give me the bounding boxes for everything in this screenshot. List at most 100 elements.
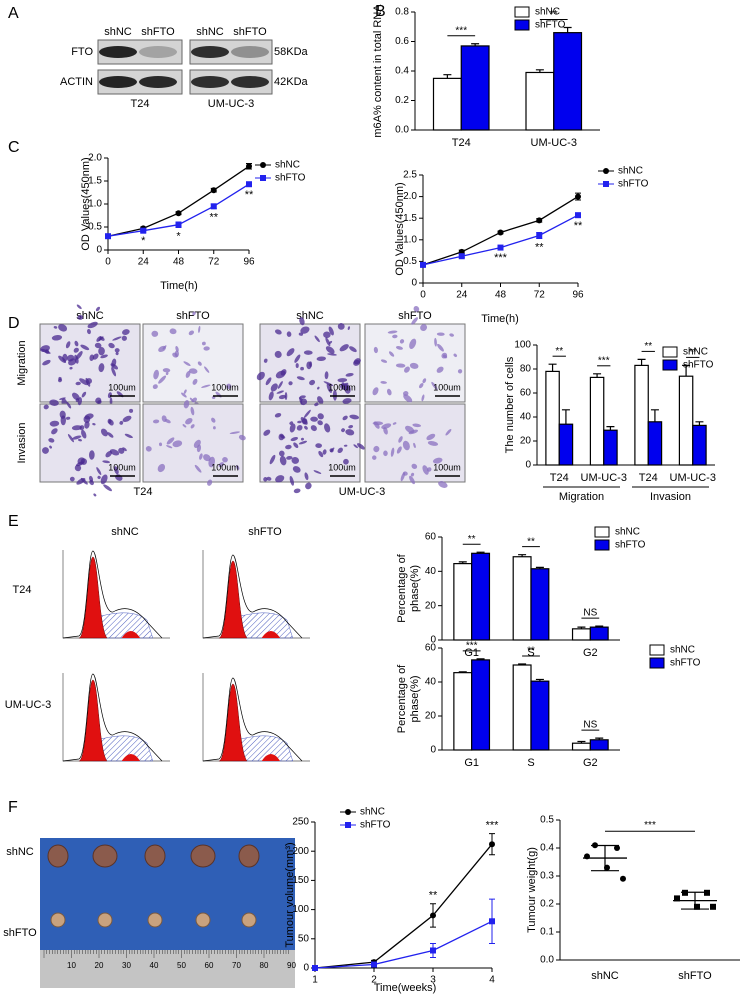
panel-label: C [8, 139, 20, 156]
x-tick-label: T24 [639, 472, 658, 484]
x-tick-label: 24 [456, 290, 468, 301]
cell-stain [107, 432, 114, 438]
x-tick-label: 4 [489, 975, 495, 986]
cell-stain [300, 326, 310, 334]
cell-stain [152, 384, 158, 390]
cell-stain [69, 366, 73, 370]
sd-bar [591, 844, 619, 872]
group-label: Migration [559, 491, 604, 503]
legend-swatch [649, 657, 665, 669]
cell-stain [98, 336, 104, 341]
y-tick-label: 40 [520, 412, 532, 423]
y-tick-label: 0.1 [540, 927, 554, 938]
cell-stain [413, 306, 420, 312]
cell-stain [390, 447, 395, 457]
cell-stain [77, 315, 84, 320]
cell-stain [322, 449, 327, 455]
cell-stain [192, 311, 196, 316]
significance-label: ** [689, 347, 697, 358]
cell-stain [79, 378, 89, 386]
cell-stain [265, 377, 272, 386]
cell-stain [58, 355, 67, 364]
significance-label: ** [209, 212, 218, 224]
y-tick-label: 200 [292, 846, 309, 857]
cell-stain [76, 304, 82, 310]
cell-stain [121, 335, 127, 341]
cell-stain [103, 484, 113, 492]
scale-label: 100um [211, 382, 239, 392]
bar [553, 32, 583, 131]
bar [530, 568, 550, 641]
marker [489, 918, 495, 925]
micrograph-column-label: shFTO [176, 310, 210, 322]
x-tick-label: 2 [371, 975, 377, 986]
legend-label: shNC [275, 160, 300, 171]
cell-stain [411, 317, 418, 325]
cell-stain [411, 463, 418, 469]
y-tick-label: 0 [430, 745, 436, 756]
marker [497, 244, 504, 251]
micrograph-column-label: shNC [76, 310, 104, 322]
error-bar [637, 358, 646, 366]
cell-stain [43, 404, 49, 410]
cell-stain [341, 428, 345, 433]
cell-stain [107, 418, 112, 424]
cell-stain [183, 361, 191, 367]
cell-stain [409, 475, 416, 485]
cell-stain [303, 409, 311, 419]
cell-stain [422, 378, 427, 384]
cell-stain [94, 342, 102, 349]
error-bar [458, 561, 467, 564]
legend-label: shFTO [360, 820, 391, 831]
cell-stain [427, 440, 439, 446]
y-tick-label: 2.0 [88, 153, 102, 164]
y-tick-label: 0.5 [540, 815, 554, 826]
blot-row-label: FTO [71, 46, 93, 58]
cell-stain [303, 350, 313, 355]
cell-stain [269, 454, 276, 465]
bar [460, 45, 490, 131]
y-axis-label: Tumour volume(mm³) [284, 842, 296, 947]
error-bar [595, 625, 604, 628]
cell-stain [342, 382, 349, 386]
cell-stain [293, 442, 299, 449]
cell-stain [280, 434, 286, 439]
x-tick-label: S [527, 647, 534, 659]
cell-stain [65, 416, 71, 420]
bar [525, 71, 555, 131]
cell-stain [73, 347, 79, 353]
significance-label: *** [466, 641, 478, 652]
cell-stain [74, 340, 79, 347]
cell-stain [201, 341, 206, 346]
cell-stain [292, 466, 301, 473]
legend-swatch [514, 19, 530, 31]
marker [710, 903, 716, 910]
cell-stain [100, 428, 108, 437]
ruler-label: 30 [122, 961, 131, 970]
cell-stain [387, 330, 398, 334]
cell-stain [97, 475, 101, 480]
cell-stain [337, 447, 343, 454]
legend-marker [603, 168, 609, 174]
cell-stain [289, 475, 295, 486]
cell-stain [97, 400, 102, 404]
cell-stain [399, 339, 405, 344]
tumour [190, 844, 216, 868]
y-axis-label: phase(%) [409, 675, 421, 722]
cell-stain [65, 341, 71, 349]
cell-stain [218, 462, 225, 468]
significance-label: *** [598, 355, 610, 366]
cell-stain [199, 453, 203, 460]
blot-band [231, 76, 269, 88]
significance-label: ** [535, 241, 544, 253]
legend-marker [345, 809, 351, 815]
error-bar [595, 737, 604, 740]
bar [589, 739, 609, 751]
cell-stain [190, 424, 195, 429]
cell-stain [373, 445, 380, 453]
y-axis-label: phase(%) [409, 565, 421, 612]
cell-line-label: UM-UC-3 [339, 486, 385, 498]
y-tick-label: 0.2 [540, 899, 554, 910]
tumour [47, 844, 69, 868]
